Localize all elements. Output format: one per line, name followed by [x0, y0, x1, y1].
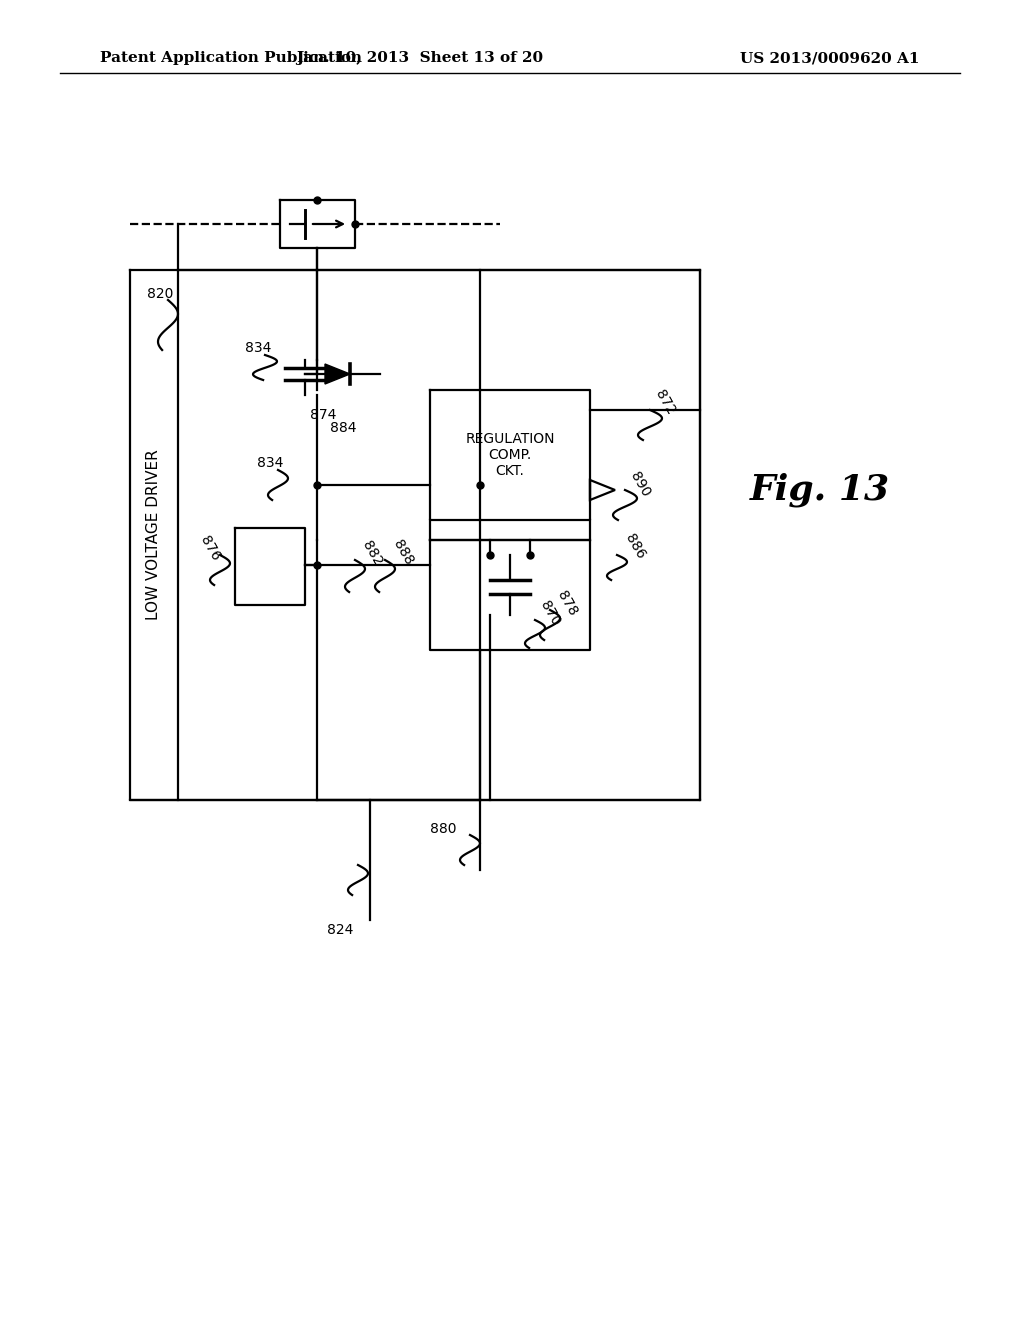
Text: LOW VOLTAGE DRIVER: LOW VOLTAGE DRIVER	[145, 450, 161, 620]
Text: 824: 824	[327, 923, 353, 937]
Text: 834: 834	[245, 341, 271, 355]
Text: 874: 874	[310, 408, 336, 422]
Text: REGULATION
COMP.
CKT.: REGULATION COMP. CKT.	[465, 432, 555, 478]
Text: 872: 872	[652, 387, 678, 417]
Text: 882: 882	[359, 539, 385, 568]
Text: 886: 886	[623, 532, 648, 562]
Text: 820: 820	[146, 286, 173, 301]
Text: 876: 876	[198, 533, 222, 562]
Polygon shape	[325, 364, 350, 384]
Text: Jan. 10, 2013  Sheet 13 of 20: Jan. 10, 2013 Sheet 13 of 20	[296, 51, 544, 65]
Text: US 2013/0009620 A1: US 2013/0009620 A1	[740, 51, 920, 65]
Text: 870: 870	[538, 598, 562, 628]
Text: Fig. 13: Fig. 13	[750, 473, 890, 507]
Text: 888: 888	[390, 539, 416, 568]
Text: 880: 880	[430, 822, 457, 836]
Text: 834: 834	[257, 455, 284, 470]
Text: 884: 884	[330, 421, 356, 436]
Text: 890: 890	[628, 469, 652, 499]
Text: Patent Application Publication: Patent Application Publication	[100, 51, 362, 65]
Text: 878: 878	[554, 587, 580, 618]
